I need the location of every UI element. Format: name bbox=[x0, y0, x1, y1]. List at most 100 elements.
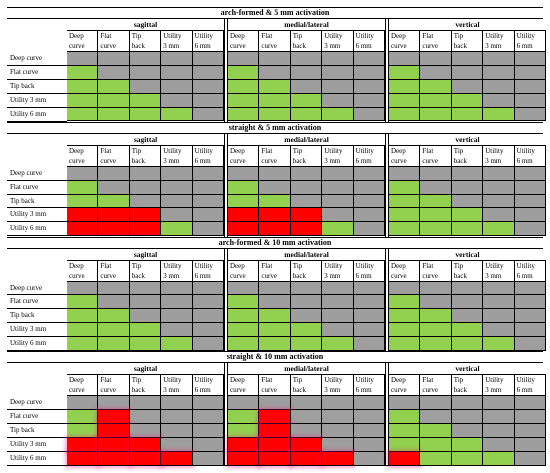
grid-cell bbox=[228, 79, 260, 94]
group-title: vertical bbox=[455, 249, 480, 259]
header-rule bbox=[67, 165, 224, 167]
column-header: Utility 3 mm bbox=[161, 260, 193, 282]
grid-cell bbox=[389, 107, 421, 122]
row-label: Deep curve bbox=[10, 54, 43, 62]
table-bottom-rule bbox=[7, 465, 543, 466]
grid-cell bbox=[161, 451, 193, 466]
grid-cell bbox=[353, 79, 385, 94]
column-header: Tip back bbox=[130, 260, 162, 282]
grid-cell bbox=[259, 451, 291, 466]
section-title: arch-formed & 10 mm activation bbox=[218, 237, 332, 247]
grid-cell bbox=[514, 180, 546, 195]
grid-cell bbox=[192, 65, 224, 80]
grid-cell bbox=[353, 437, 385, 452]
column-header: Tip back bbox=[130, 31, 162, 52]
grid-cell bbox=[389, 323, 421, 338]
row-rule bbox=[7, 423, 67, 425]
grid-cell bbox=[98, 451, 130, 466]
grid-cell bbox=[129, 337, 162, 351]
grid-cell bbox=[389, 410, 421, 425]
group-separator bbox=[385, 248, 389, 352]
section-top-rule bbox=[7, 7, 543, 8]
row-label: Utility 3 mm bbox=[10, 95, 47, 104]
grid-cell bbox=[290, 424, 323, 438]
grid-cell bbox=[389, 194, 421, 209]
grid-cell bbox=[322, 79, 354, 94]
grid-cell bbox=[420, 65, 452, 80]
group-title: medial/lateral bbox=[284, 134, 329, 144]
column-header: Utility 6 mm bbox=[354, 260, 385, 282]
grid-cell bbox=[353, 396, 385, 411]
grid-cell bbox=[259, 323, 291, 338]
grid-cell bbox=[129, 208, 162, 223]
column-header: Deep curve bbox=[389, 145, 421, 167]
grid-cell bbox=[389, 295, 421, 310]
grid-cell bbox=[322, 180, 354, 195]
grid-cell bbox=[98, 323, 130, 338]
column-header: Utility 6 mm bbox=[515, 31, 546, 52]
row-rule bbox=[7, 193, 67, 195]
grid-cell bbox=[259, 79, 291, 94]
grid-cell bbox=[228, 166, 260, 181]
grid-cell bbox=[161, 337, 193, 351]
row-rule bbox=[7, 336, 67, 338]
group-title-rule bbox=[67, 374, 224, 376]
grid-cell bbox=[420, 437, 452, 452]
group-title: vertical bbox=[455, 134, 480, 144]
grid-cell bbox=[290, 166, 323, 181]
grid-cell bbox=[451, 166, 484, 181]
column-header: Utility 3 mm bbox=[483, 145, 515, 167]
table-section: straight & 10 mm activation Deep curve Fla… bbox=[7, 351, 546, 466]
grid-cell bbox=[322, 281, 354, 296]
grid-cell bbox=[161, 208, 193, 223]
grid-cell bbox=[67, 208, 99, 223]
grid-cell bbox=[389, 180, 421, 195]
column-header: Utility 3 mm bbox=[322, 375, 354, 397]
row-rule bbox=[7, 322, 67, 324]
grid-cell bbox=[353, 295, 385, 310]
grid-cell bbox=[322, 208, 354, 223]
grid-cell bbox=[67, 93, 99, 108]
grid-cell bbox=[259, 437, 291, 452]
grid-cell bbox=[483, 208, 515, 223]
grid-cell bbox=[483, 323, 515, 338]
group-title-rule bbox=[228, 259, 385, 261]
column-header: Flat curve bbox=[420, 145, 452, 167]
grid-cell bbox=[129, 194, 162, 209]
grid-cell bbox=[161, 410, 193, 425]
grid-cell bbox=[67, 79, 99, 94]
grid-cell bbox=[420, 295, 452, 310]
grid-cell bbox=[98, 79, 130, 94]
grid-cell bbox=[290, 180, 323, 195]
group-separator bbox=[385, 19, 389, 122]
row-label: Utility 6 mm bbox=[10, 339, 47, 348]
row-rule bbox=[7, 409, 67, 411]
column-header: Utility 6 mm bbox=[354, 145, 385, 167]
grid-cell bbox=[389, 93, 421, 108]
grid-cell bbox=[129, 295, 162, 310]
section-title-rule bbox=[7, 247, 543, 249]
grid-cell bbox=[259, 93, 291, 108]
row-label: Utility 6 mm bbox=[10, 453, 47, 462]
row-label: Deep curve bbox=[10, 398, 43, 407]
grid-cell bbox=[451, 437, 484, 452]
grid-cell bbox=[129, 309, 162, 324]
column-header: Utility 3 mm bbox=[483, 31, 515, 52]
grid-cell bbox=[98, 222, 130, 237]
grid-cell bbox=[98, 281, 130, 296]
grid-cell bbox=[129, 281, 162, 296]
grid-cell bbox=[420, 451, 452, 466]
column-header: Tip back bbox=[291, 375, 323, 397]
grid-cell bbox=[353, 194, 385, 209]
group-title: sagittal bbox=[133, 364, 158, 374]
grid-cell bbox=[192, 208, 224, 223]
grid-cell bbox=[483, 295, 515, 310]
column-header: Flat curve bbox=[259, 31, 291, 52]
grid-cell bbox=[483, 107, 515, 122]
grid-cell bbox=[290, 451, 323, 466]
grid-cell bbox=[322, 107, 354, 122]
grid-cell bbox=[98, 309, 130, 324]
grid-cell bbox=[98, 107, 130, 122]
grid-cell bbox=[483, 424, 515, 438]
header-rule bbox=[228, 51, 385, 52]
